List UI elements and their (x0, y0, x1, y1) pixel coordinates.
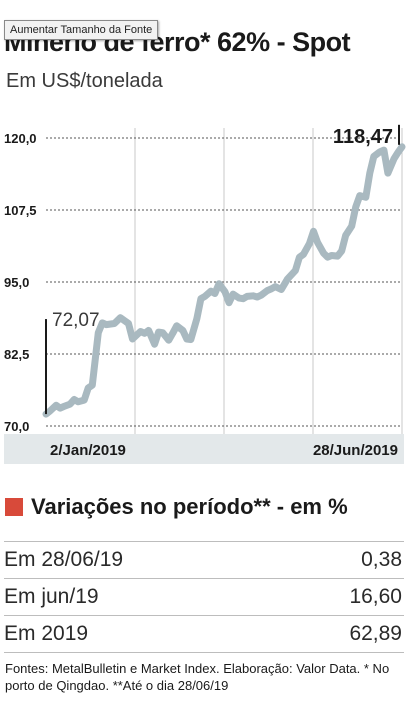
font-size-tooltip: Aumentar Tamanho da Fonte (4, 20, 159, 40)
variation-value: 0,38 (361, 548, 402, 571)
x-axis-band (4, 434, 404, 464)
y-tick-label: 120,0 (4, 131, 37, 146)
variation-row: Em jun/19 16,60 (4, 578, 404, 615)
start-value-label: 72,07 (52, 310, 100, 331)
chart-subtitle: Em US$/tonelada (6, 70, 163, 92)
y-tick-label: 95,0 (4, 275, 29, 290)
variations-header: Variações no período** - em % (5, 494, 348, 520)
y-tick-label: 82,5 (4, 347, 29, 362)
y-tick-label: 107,5 (4, 203, 37, 218)
variation-label: Em 28/06/19 (4, 548, 124, 571)
variation-value: 62,89 (349, 622, 402, 645)
price-line (42, 143, 406, 418)
x-tick-label: 28/Jun/2019 (313, 442, 398, 459)
variation-row: Em 28/06/19 0,38 (4, 541, 404, 578)
source-footnote: Fontes: MetalBulletin e Market Index. El… (5, 661, 390, 693)
y-tick-label: 70,0 (4, 419, 29, 434)
end-value-label: 118,47 (333, 126, 393, 148)
variations-title: Variações no período** - em % (31, 494, 348, 519)
variations-table: Em 28/06/19 0,38 Em jun/19 16,60 Em 2019… (4, 541, 404, 653)
variation-row: Em 2019 62,89 (4, 615, 404, 653)
red-square-icon (5, 498, 23, 516)
variation-label: Em jun/19 (4, 585, 99, 608)
variation-label: Em 2019 (4, 622, 89, 645)
x-tick-label: 2/Jan/2019 (50, 442, 126, 459)
iron-ore-line-chart: 120,0 107,5 95,0 82,5 70,0 2/Jan/2019 28/Jun/2… (4, 124, 406, 464)
variation-value: 16,60 (349, 585, 402, 608)
